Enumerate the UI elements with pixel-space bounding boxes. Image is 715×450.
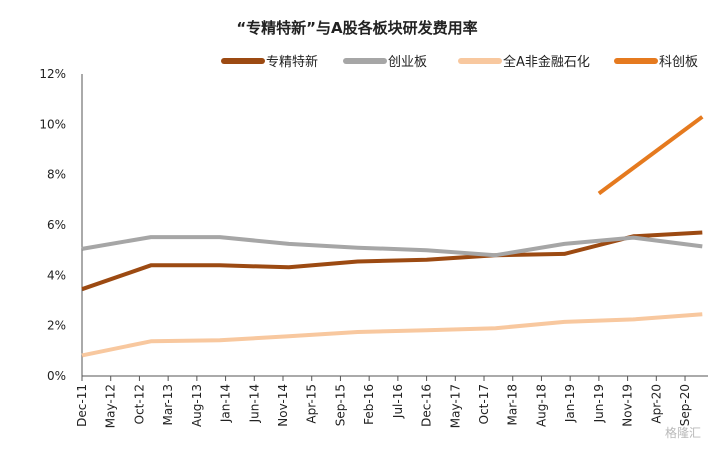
x-tick-label: Sep-20 [678,384,692,426]
x-tick-label: Apr-20 [649,384,663,424]
y-tick-label: 4% [47,268,66,282]
x-tick-label: Jan-14 [219,384,233,423]
x-tick-label: Aug-18 [534,384,548,427]
x-tick-label: Mar-13 [161,384,175,425]
y-tick-label: 8% [47,168,66,182]
x-tick-label: Dec-11 [75,384,89,427]
x-tick-label: Apr-15 [305,384,319,424]
series-lines [81,115,704,358]
y-tick-label: 6% [47,218,66,232]
legend-label: 创业板 [388,55,427,70]
watermark: 格隆汇 [665,425,701,440]
x-tick-label: Oct-17 [477,384,491,424]
series-line-专精特新 [81,230,703,292]
x-tick-label: Sep-15 [333,384,347,426]
x-tick-label: Jun-19 [592,384,606,423]
x-tick-label: May-12 [104,384,118,428]
x-tick-label: Nov-19 [621,384,635,427]
y-tick-label: 0% [47,369,66,383]
x-tick-label: Oct-12 [132,384,146,424]
x-tick-label: Feb-16 [362,384,376,425]
x-axis: Dec-11 May-12 Oct-12 Mar-13 Aug-13 Jan-14 Jun-… [75,375,708,428]
y-tick-label: 12% [39,67,66,81]
x-tick-label: Nov-14 [276,384,290,427]
x-tick-label: Jan-19 [563,384,577,423]
x-tick-label: Dec-16 [420,384,434,427]
y-axis: 0% 2% 4% 6% 8% 10% 12% [39,67,83,383]
chart-title: “专精特新”与A股各板块研发费用率 [236,19,477,37]
x-tick-label: Jun-14 [247,384,261,423]
series-line-创业板 [81,235,703,258]
legend-label: 科创板 [659,55,698,70]
legend-label: 全A非金融石化 [503,54,590,70]
x-tick-label: Aug-13 [190,384,204,427]
x-tick-label: Jul-16 [391,384,405,419]
legend: 专精特新 创业板 全A非金融石化 科创板 [221,54,698,70]
y-tick-label: 2% [47,319,66,333]
series-line-科创板 [597,115,704,196]
x-tick-label: May-17 [448,384,462,428]
y-tick-label: 10% [39,117,66,131]
series-line-全A非金融石化 [81,312,703,358]
x-tick-label: Mar-18 [506,384,520,425]
legend-label: 专精特新 [266,54,318,70]
